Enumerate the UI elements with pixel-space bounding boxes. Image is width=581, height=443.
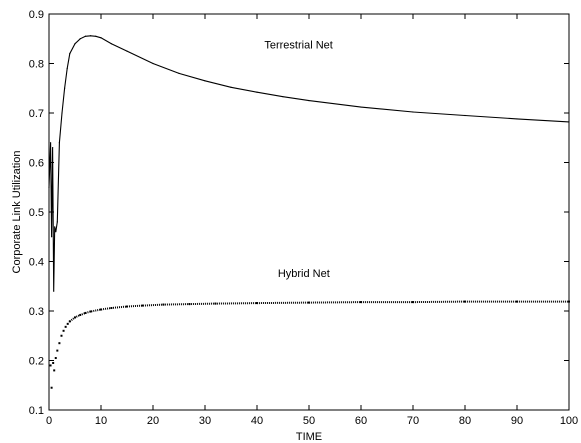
x-tick-label: 60 <box>355 415 367 427</box>
data-point <box>52 361 55 364</box>
data-point <box>51 236 53 238</box>
data-point <box>100 308 102 311</box>
y-tick-label: 0.9 <box>29 9 44 21</box>
data-point <box>54 357 57 360</box>
x-tick-label: 70 <box>407 415 419 427</box>
y-tick-label: 0.7 <box>29 108 44 120</box>
data-point <box>61 112 63 114</box>
data-point <box>79 38 81 40</box>
x-tick-label: 80 <box>459 415 471 427</box>
x-tick-label: 10 <box>95 415 107 427</box>
data-point <box>64 325 67 328</box>
x-tick-label: 30 <box>199 415 211 427</box>
data-point <box>58 142 61 144</box>
y-axis-label: Corporate Link Utilization <box>11 151 23 274</box>
data-point <box>53 290 55 292</box>
data-point <box>62 329 65 332</box>
plot-series <box>48 35 570 389</box>
y-tick-label: 0.5 <box>29 207 44 219</box>
data-point <box>126 50 128 52</box>
x-axis-label: TIME <box>296 431 322 443</box>
data-point <box>58 342 61 345</box>
x-tick-label: 50 <box>303 415 315 427</box>
data-point <box>308 100 310 102</box>
data-point <box>69 53 71 55</box>
data-point <box>84 35 86 37</box>
x-tick-label: 20 <box>147 415 159 427</box>
x-tick-label: 40 <box>251 415 263 427</box>
x-tick-label: 100 <box>560 415 578 427</box>
y-tick-label: 0.6 <box>29 158 44 170</box>
data-point <box>66 67 68 70</box>
x-tick-label: 90 <box>511 415 523 427</box>
data-point <box>152 62 154 65</box>
data-point <box>55 231 57 233</box>
data-point <box>90 35 92 37</box>
data-point <box>256 91 258 93</box>
data-point <box>84 311 87 314</box>
data-point <box>89 310 92 313</box>
data-point <box>141 304 144 307</box>
data-point <box>49 364 52 367</box>
y-tick-label: 0.4 <box>29 257 44 269</box>
data-point <box>54 226 56 228</box>
y-tick-label: 0.8 <box>29 59 44 71</box>
data-point <box>230 86 232 88</box>
data-point <box>282 96 284 98</box>
annotation-hybrid-net: Hybrid Net <box>278 268 330 280</box>
plot-frame <box>48 13 570 411</box>
data-point <box>110 43 112 45</box>
y-axis: 0.1 0.2 0.3 0.4 0.5 0.6 0.7 0.8 0.9 <box>29 9 569 417</box>
data-point <box>64 87 66 89</box>
data-point <box>52 147 54 149</box>
x-tick-label: 0 <box>46 415 52 427</box>
series-line <box>48 35 570 292</box>
data-point <box>50 386 53 389</box>
y-tick-label: 0.1 <box>29 405 44 417</box>
data-point <box>95 35 97 37</box>
y-tick-label: 0.3 <box>29 306 44 318</box>
data-point <box>49 142 52 144</box>
data-point <box>100 37 102 39</box>
x-axis: 0 10 20 30 40 50 60 70 80 90 100 <box>46 14 578 427</box>
y-tick-label: 0.2 <box>29 356 44 368</box>
data-point <box>464 114 466 117</box>
data-point <box>56 221 58 223</box>
annotation-terrestrial-net: Terrestrial Net <box>264 40 332 52</box>
data-point <box>60 334 63 337</box>
data-point <box>74 43 76 45</box>
data-point <box>53 369 56 372</box>
data-point <box>568 121 570 123</box>
data-point <box>360 106 362 108</box>
data-point <box>66 322 69 325</box>
data-point <box>516 118 518 120</box>
data-point <box>412 111 414 113</box>
data-point <box>56 349 59 352</box>
data-point <box>204 80 206 82</box>
series-dotted-line <box>69 300 569 323</box>
data-point <box>178 72 180 74</box>
data-point <box>48 186 50 188</box>
